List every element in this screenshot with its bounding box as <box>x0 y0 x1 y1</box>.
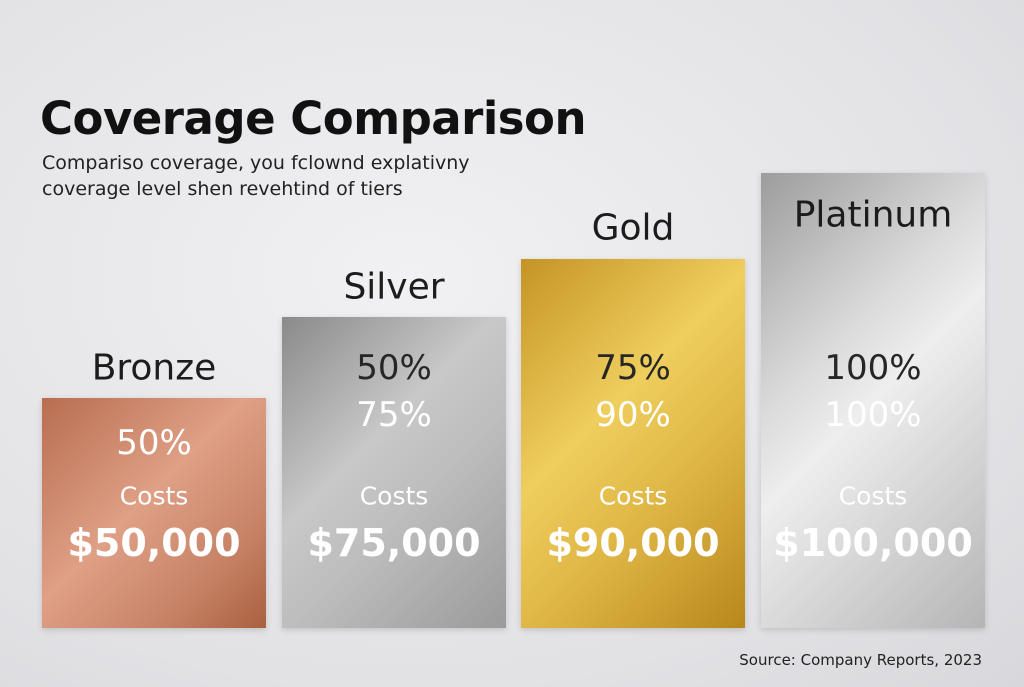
tier-card <box>761 173 985 628</box>
tier-name: Gold <box>591 207 675 249</box>
cost: $100,000 <box>773 521 973 565</box>
tier-name: Silver <box>343 266 445 308</box>
coverage: 100% <box>824 348 922 388</box>
coverage: 50% <box>356 348 432 388</box>
tier-card <box>282 317 506 628</box>
coverage: 90% <box>595 395 671 435</box>
cost-label: Costs <box>119 481 189 511</box>
cost-label: Costs <box>598 481 668 511</box>
cost: $90,000 <box>546 521 720 565</box>
coverage: 75% <box>356 395 432 435</box>
tier-card <box>42 398 266 628</box>
subtitle: Compariso coverage, you fclownd explativ… <box>42 152 470 174</box>
tier-name: Platinum <box>793 194 953 236</box>
source: Source: Company Reports, 2023 <box>739 651 982 669</box>
coverage: 50% <box>116 423 192 463</box>
coverage: 75% <box>595 348 671 388</box>
tier-name: Bronze <box>91 347 217 389</box>
tier-card <box>521 259 745 628</box>
cost: $50,000 <box>67 521 241 565</box>
cost-label: Costs <box>359 481 429 511</box>
subtitle: coverage level shen revehtind of tiers <box>42 178 403 200</box>
cost-label: Costs <box>838 481 908 511</box>
cost: $75,000 <box>307 521 481 565</box>
title: Coverage Comparison <box>40 92 587 145</box>
coverage: 100% <box>824 395 922 435</box>
